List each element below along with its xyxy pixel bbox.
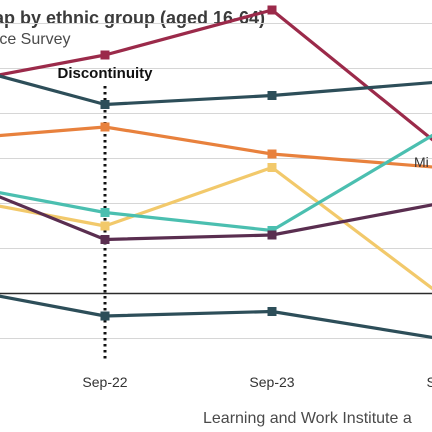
data-point <box>100 50 110 60</box>
data-point <box>100 221 110 231</box>
data-point <box>100 235 110 244</box>
x-tick-label: Sep-23 <box>249 374 294 390</box>
series-lines <box>0 5 432 339</box>
data-point <box>267 91 277 100</box>
series-line-1 <box>0 8 432 142</box>
series-line-4 <box>0 165 432 291</box>
data-point <box>100 208 110 217</box>
series-line-6 <box>0 195 432 242</box>
chart-subtitle: rce Survey <box>0 31 71 48</box>
series-line-3 <box>0 125 432 169</box>
data-point <box>100 311 110 321</box>
x-tick-label: Sep <box>427 374 432 390</box>
x-axis-ticks: Sep-22 Sep-23 Sep <box>82 374 432 390</box>
series-label: Mi <box>414 154 429 170</box>
source-note: Learning and Work Institute a <box>203 410 412 427</box>
data-point <box>100 100 110 109</box>
x-tick-label: Sep-22 <box>82 374 127 390</box>
data-point <box>267 5 277 15</box>
data-point <box>100 122 110 132</box>
data-point <box>267 149 277 159</box>
data-point <box>267 163 277 172</box>
data-point <box>267 230 277 240</box>
series-line-2 <box>0 74 432 107</box>
series-line-7 <box>0 294 432 339</box>
discontinuity-label: Discontinuity <box>57 65 153 82</box>
data-point <box>267 307 277 316</box>
series-line-5 <box>0 133 432 233</box>
